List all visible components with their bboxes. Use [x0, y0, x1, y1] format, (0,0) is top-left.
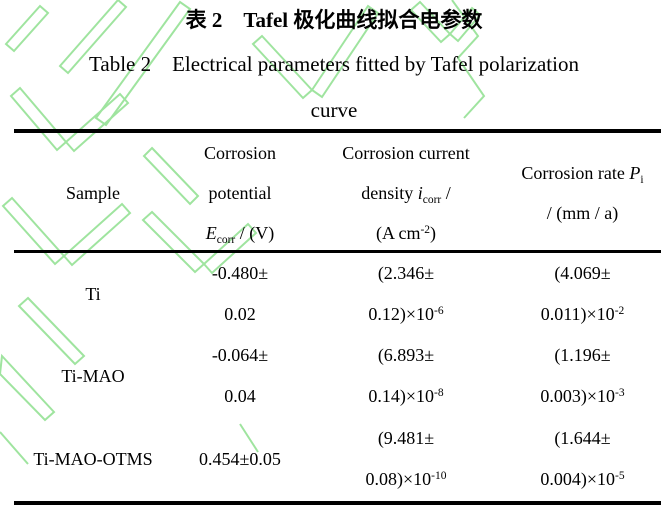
cell-otms-potential: 0.454±0.05 — [172, 417, 308, 501]
cell-otms-rate: (1.644± 0.004)×10-5 — [504, 417, 661, 501]
value-line: 0.04 — [224, 386, 256, 406]
cell-ti-sample: Ti — [14, 253, 172, 335]
value-line: -0.064± — [211, 345, 269, 365]
table-row-ti-mao-otms: Ti-MAO-OTMS 0.454±0.05 (9.481± 0.08)×10-… — [14, 417, 661, 501]
header-current-line1: Corrosion current — [342, 143, 470, 163]
header-corrosion-rate: Corrosion rate Pi / (mm / a) — [504, 133, 661, 253]
header-sample: Sample — [14, 133, 172, 253]
cell-otms-sample: Ti-MAO-OTMS — [14, 417, 172, 501]
header-potential-line1: Corrosion — [204, 143, 276, 163]
value-line: 0.12)×10-6 — [368, 304, 444, 324]
value-line: 0.14)×10-8 — [368, 386, 444, 406]
table-header-row: Sample Corrosion potential Ecorr / (V) C… — [14, 133, 661, 253]
table-title-en-line1: Table 2 Electrical parameters fitted by … — [89, 52, 579, 76]
value-line: (4.069± — [554, 263, 611, 283]
cell-ti-rate: (4.069± 0.011)×10-2 — [504, 253, 661, 335]
value-line: -0.480± — [211, 263, 269, 283]
value-line: (1.644± — [554, 428, 611, 448]
value-line: (2.346± — [377, 263, 435, 283]
value-line: (6.893± — [377, 345, 435, 365]
value-line: 0.011)×10-2 — [540, 304, 625, 324]
sample-label: Ti-MAO — [61, 365, 125, 386]
cell-timao-current: (6.893± 0.14)×10-8 — [308, 335, 504, 417]
table-title-en-line2: curve — [310, 98, 358, 122]
value-line: 0.08)×10-10 — [365, 469, 447, 489]
header-rate-line2: / (mm / a) — [546, 203, 619, 223]
header-sample-label: Sample — [66, 183, 120, 203]
value-line: 0.02 — [224, 304, 256, 324]
cell-timao-rate: (1.196± 0.003)×10-3 — [504, 335, 661, 417]
header-corrosion-potential: Corrosion potential Ecorr / (V) — [172, 133, 308, 253]
header-potential-line3: Ecorr / (V) — [205, 223, 275, 246]
cell-timao-potential: -0.064± 0.04 — [172, 335, 308, 417]
cell-ti-current: (2.346± 0.12)×10-6 — [308, 253, 504, 335]
parameters-table: Sample Corrosion potential Ecorr / (V) C… — [14, 129, 661, 505]
header-potential-line2: potential — [208, 183, 272, 203]
value-line: (1.196± — [554, 345, 611, 365]
value-line: 0.454±0.05 — [199, 448, 281, 469]
cell-otms-current: (9.481± 0.08)×10-10 — [308, 417, 504, 501]
value-line: (9.481± — [377, 428, 435, 448]
table-title-zh: 表 2 Tafel 极化曲线拟合电参数 — [185, 8, 483, 32]
cell-timao-sample: Ti-MAO — [14, 335, 172, 417]
sample-label: Ti-MAO-OTMS — [33, 448, 153, 469]
header-corrosion-current: Corrosion current density icorr / (A cm-… — [308, 133, 504, 253]
header-current-line3: (A cm-2) — [375, 223, 437, 243]
table-row-ti-mao: Ti-MAO -0.064± 0.04 (6.893± 0.14)×10-8 (… — [14, 335, 661, 417]
cell-ti-potential: -0.480± 0.02 — [172, 253, 308, 335]
value-line: 0.004)×10-5 — [540, 469, 625, 489]
sample-label: Ti — [85, 283, 101, 304]
table-row-ti: Ti -0.480± 0.02 (2.346± 0.12)×10-6 (4.06… — [14, 253, 661, 335]
header-rate-line1: Corrosion rate Pi — [521, 163, 644, 186]
header-current-line2: density icorr / — [361, 183, 451, 206]
value-line: 0.003)×10-3 — [540, 386, 625, 406]
